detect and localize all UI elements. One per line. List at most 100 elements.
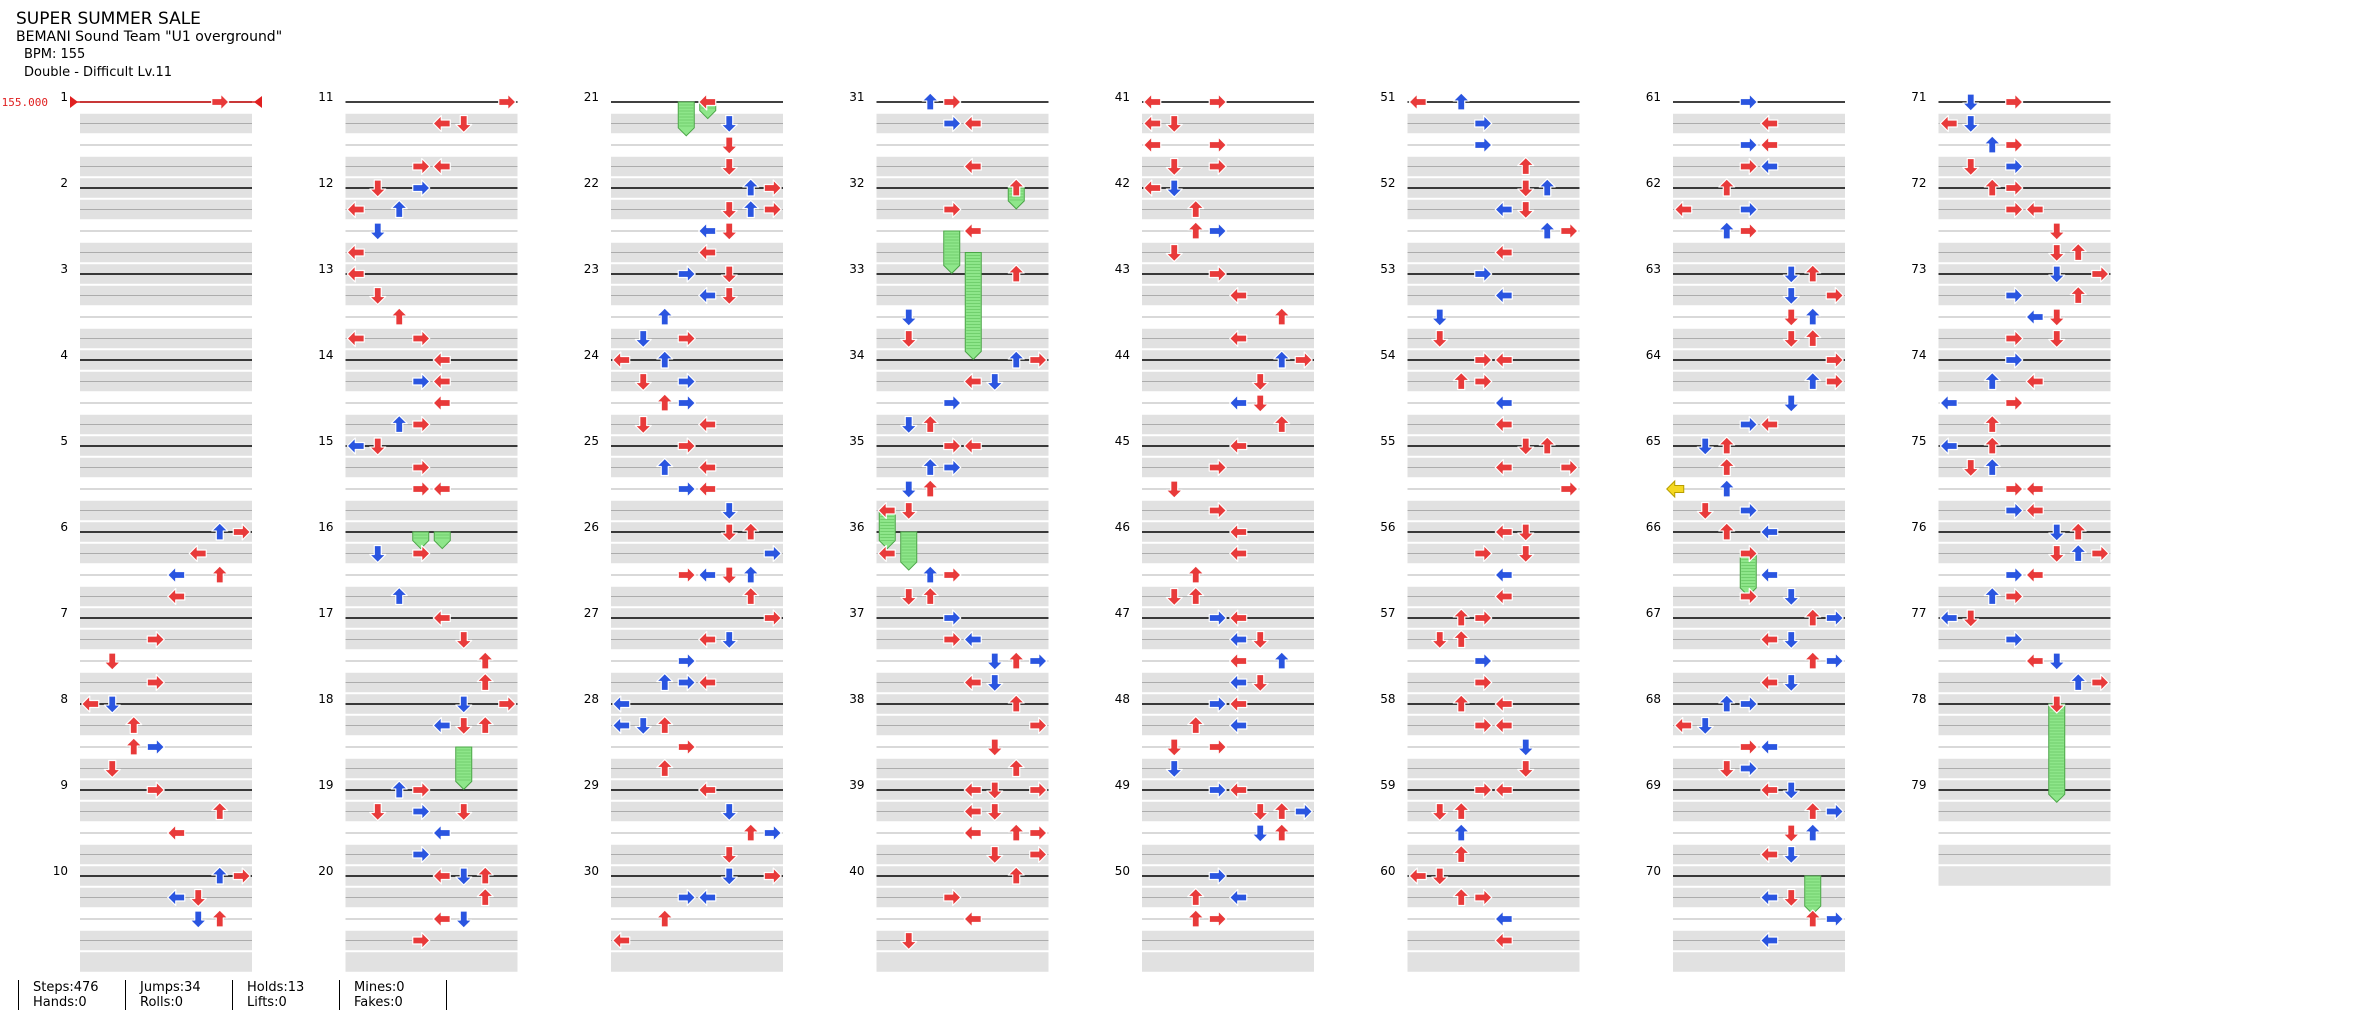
down-arrow-note [189, 888, 207, 908]
measure-number: 20 [318, 864, 333, 878]
left-arrow-note [1494, 781, 1513, 799]
down-arrow-note [1431, 329, 1449, 349]
left-arrow-note [1760, 415, 1779, 434]
up-arrow-note [390, 307, 408, 326]
left-arrow-note [1229, 544, 1248, 563]
right-arrow-note [1208, 781, 1227, 799]
left-arrow-note [698, 888, 717, 907]
hold-note [943, 230, 961, 275]
left-arrow-note [432, 372, 451, 391]
right-arrow-note [943, 114, 962, 133]
up-arrow-note [1187, 586, 1205, 606]
down-arrow-note [720, 630, 738, 650]
down-arrow-note [2048, 243, 2066, 263]
right-arrow-note [1474, 351, 1493, 369]
down-arrow-note [720, 200, 738, 220]
chart-column: 51 52 53 54 55 56 57 58 59 60 [1380, 90, 1580, 972]
left-arrow-note [1760, 673, 1779, 692]
right-arrow-note [232, 523, 251, 541]
left-arrow-note [1939, 437, 1958, 455]
right-arrow-note [763, 179, 782, 197]
left-arrow-note [1760, 781, 1779, 799]
down-arrow-note [720, 845, 738, 865]
measure-number: 67 [1646, 606, 1661, 620]
left-arrow-note [1229, 630, 1248, 649]
right-arrow-note [763, 544, 782, 563]
down-arrow-note [634, 415, 652, 435]
up-arrow-note [656, 909, 674, 928]
up-arrow-note [1538, 178, 1556, 197]
left-arrow-note [698, 93, 717, 111]
down-arrow-note [369, 286, 387, 306]
right-arrow-note [677, 372, 696, 391]
measure-number: 52 [1380, 176, 1395, 190]
down-arrow-note [1782, 265, 1800, 284]
down-arrow-note [1962, 93, 1980, 112]
measure-number: 13 [318, 262, 333, 276]
left-arrow-note [346, 329, 365, 348]
right-arrow-note [2091, 265, 2110, 283]
down-arrow-note [1696, 716, 1714, 736]
left-arrow-note [432, 394, 451, 412]
measure-number: 53 [1380, 262, 1395, 276]
left-arrow-note [1760, 738, 1779, 756]
left-arrow-note [1494, 458, 1513, 477]
left-arrow-note [346, 437, 365, 455]
right-arrow-note [2005, 93, 2024, 111]
measure-number: 47 [1115, 606, 1130, 620]
left-arrow-note [963, 802, 982, 821]
stat-cell: Holds:13 Lifts:0 [232, 980, 339, 1010]
down-arrow-note [900, 329, 918, 349]
up-arrow-note [1452, 801, 1470, 821]
up-arrow-note [656, 393, 674, 412]
right-arrow-note [1474, 544, 1493, 563]
measure-number: 73 [1911, 262, 1926, 276]
left-arrow-note [963, 781, 982, 799]
hold-note [964, 252, 982, 361]
stat-cell: Mines:0 Fakes:0 [339, 980, 447, 1010]
down-arrow-note [900, 415, 918, 435]
right-arrow-note [146, 781, 165, 799]
left-arrow-note [1408, 867, 1427, 885]
right-arrow-note [2005, 587, 2024, 606]
right-arrow-note [2005, 136, 2024, 154]
measure-number: 26 [584, 520, 599, 534]
left-arrow-note [877, 501, 896, 520]
up-arrow-note [1804, 823, 1822, 842]
measure-number: 44 [1115, 348, 1130, 362]
left-arrow-note [1229, 329, 1248, 348]
up-arrow-note [2069, 672, 2087, 692]
right-arrow-note [2005, 179, 2024, 197]
down-arrow-note [1782, 888, 1800, 908]
left-arrow-note [432, 824, 451, 842]
left-arrow-note [1229, 394, 1248, 412]
left-arrow-note [698, 415, 717, 434]
down-arrow-note [2048, 523, 2066, 542]
stat-cell: Steps:476 Hands:0 [18, 980, 125, 1010]
up-arrow-note [390, 780, 408, 799]
measure-number: 72 [1911, 176, 1926, 190]
right-arrow-note [1739, 200, 1758, 219]
measure-number: 74 [1911, 348, 1926, 362]
left-arrow-note [1760, 157, 1779, 176]
right-arrow-note [1739, 222, 1758, 240]
right-arrow-note [677, 888, 696, 907]
down-arrow-note [455, 716, 473, 736]
up-arrow-note [1718, 178, 1736, 197]
left-arrow-note [1494, 286, 1513, 305]
right-arrow-note [146, 738, 165, 756]
up-arrow-note [1538, 221, 1556, 240]
hold-note [2048, 703, 2066, 804]
up-arrow-note [1804, 608, 1822, 627]
left-arrow-note [346, 200, 365, 219]
right-arrow-note [1739, 157, 1758, 176]
measure-number: 24 [584, 348, 599, 362]
left-arrow-note [1760, 523, 1779, 541]
left-arrow-note [346, 265, 365, 283]
chart-column: 11 12 13 14 15 16 17 18 19 20 [318, 90, 518, 972]
left-arrow-note [1760, 566, 1779, 584]
measure-number: 8 [60, 692, 68, 706]
measure-number: 32 [849, 176, 864, 190]
song-difficulty: Double - Difficult Lv.11 [24, 65, 173, 80]
up-arrow-note [1718, 457, 1736, 477]
